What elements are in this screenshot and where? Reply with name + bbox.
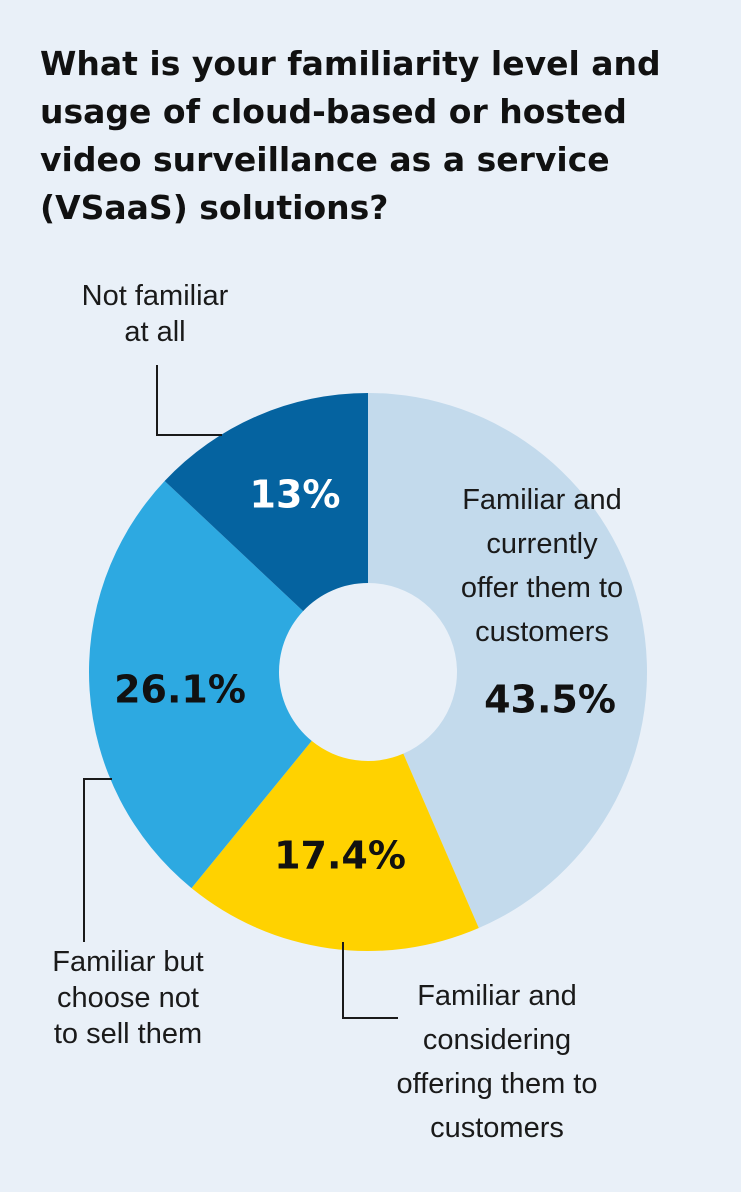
label-not-familiar: Not familiar at all <box>50 278 260 350</box>
chart-title-line: What is your familiarity level and <box>40 44 661 83</box>
chart-title-line: (VSaaS) solutions? <box>40 188 389 227</box>
label-line: offering them to <box>396 1068 598 1100</box>
label-line: offer them to <box>460 572 624 604</box>
label-line: customers <box>475 616 609 648</box>
label-line: Familiar and <box>417 980 577 1012</box>
slice-offer <box>368 393 647 929</box>
slice-not-familiar <box>164 393 368 612</box>
chart-title: What is your familiarity level and usage… <box>40 40 720 232</box>
label-not-sell: Familiar but choose not to sell them <box>22 944 234 1052</box>
value-label-offer: 43.5% <box>484 678 616 722</box>
label-line: choose not <box>57 982 199 1014</box>
label-line: Not familiar <box>81 280 229 312</box>
leader-line-not-sell <box>83 778 112 942</box>
chart-title-line: usage of cloud-based or hosted <box>40 92 627 131</box>
slice-considering <box>191 740 479 952</box>
leader-line-not-familiar <box>156 365 222 436</box>
label-offer: Familiar and currently offer them to cus… <box>430 478 654 654</box>
label-line: customers <box>430 1112 564 1144</box>
donut-slices <box>89 393 647 952</box>
value-label-considering: 17.4% <box>274 834 406 878</box>
label-line: Familiar but <box>52 946 204 978</box>
value-label-not-sell: 26.1% <box>114 668 246 712</box>
slice-not-sell <box>89 481 312 889</box>
leader-lines <box>83 365 398 1019</box>
label-considering: Familiar and considering offering them t… <box>362 974 632 1150</box>
value-labels: 43.5% 17.4% 26.1% 13% <box>114 473 616 878</box>
label-line: considering <box>422 1024 572 1056</box>
label-line: Familiar and <box>462 484 622 516</box>
value-label-not-familiar: 13% <box>250 473 341 517</box>
label-line: currently <box>486 528 598 560</box>
label-line: at all <box>124 316 186 348</box>
label-line: to sell them <box>53 1018 203 1050</box>
leader-line-considering <box>342 942 398 1019</box>
chart-title-line: video surveillance as a service <box>40 140 610 179</box>
